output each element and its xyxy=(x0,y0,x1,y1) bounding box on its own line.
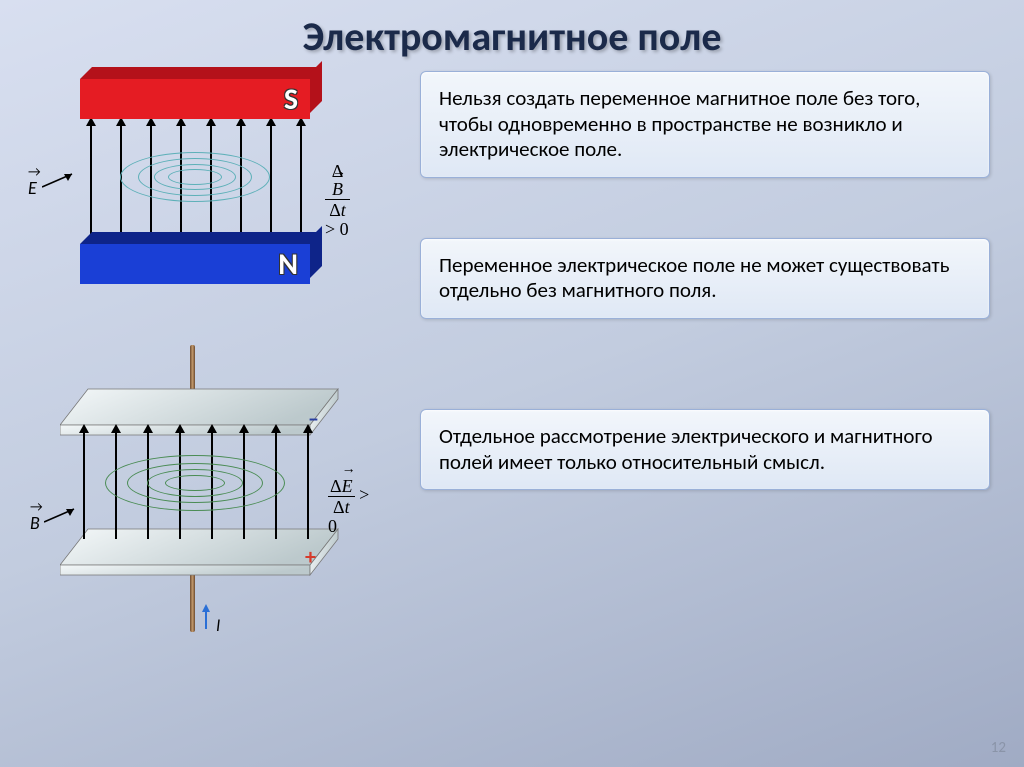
textboxes-column: Нельзя создать переменное магнитное поле… xyxy=(420,71,990,550)
magnet-diagram: S N E ΔB Δt > 0 xyxy=(30,67,350,327)
e-vector-label: E xyxy=(28,177,37,199)
s-label: S xyxy=(284,81,298,118)
n-label: N xyxy=(278,246,298,283)
textbox-2: Переменное электрическое поле не может с… xyxy=(420,238,990,319)
capacitor-diagram: – + B ΔE Δt > 0 I xyxy=(30,357,370,667)
de-dt-formula: ΔE Δt > 0 xyxy=(328,477,370,537)
diagrams-column: S N E ΔB Δt > 0 xyxy=(30,61,400,667)
current-arrow xyxy=(205,607,207,629)
plus-sign: + xyxy=(305,543,316,570)
current-label: I xyxy=(216,615,220,636)
magnet-north-pole: N xyxy=(80,232,310,287)
magnet-south-pole: S xyxy=(80,67,310,122)
db-dt-formula: ΔB Δt > 0 xyxy=(325,162,350,240)
textbox-1: Нельзя создать переменное магнитное поле… xyxy=(420,71,990,178)
minus-sign: – xyxy=(308,405,319,432)
b-vector-label: B xyxy=(30,512,40,534)
content-area: S N E ΔB Δt > 0 xyxy=(0,61,1024,758)
textbox-3: Отдельное рассмотрение электрического и … xyxy=(420,409,990,490)
page-title: Электромагнитное поле xyxy=(0,0,1024,61)
magnet-field-area xyxy=(80,122,310,232)
page-number: 12 xyxy=(991,739,1006,757)
capacitor-field-area xyxy=(75,429,315,537)
